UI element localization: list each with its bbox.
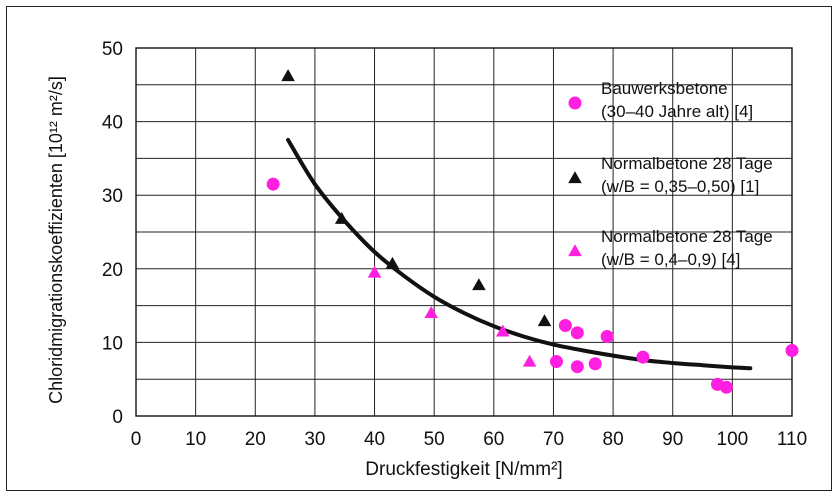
data-points bbox=[266, 69, 799, 394]
data-point-series-3 bbox=[522, 354, 537, 367]
data-point-series-2 bbox=[334, 211, 349, 224]
x-tick-label: 90 bbox=[662, 429, 683, 450]
data-point-series-1 bbox=[570, 326, 584, 340]
y-axis-label: Chloridmigrationskoeffizienten [10¹² m²/… bbox=[46, 76, 66, 404]
data-point-series-3 bbox=[424, 306, 438, 319]
data-point-series-1 bbox=[558, 318, 572, 332]
x-tick-label: 20 bbox=[245, 429, 266, 450]
legend-label: (w/B = 0,4–0,9) [4] bbox=[601, 250, 740, 269]
legend-label: (w/B = 0,35–0,50) [1] bbox=[601, 177, 759, 196]
y-tick-label: 40 bbox=[102, 113, 123, 134]
x-tick-label: 10 bbox=[185, 429, 206, 450]
x-tick-label: 40 bbox=[364, 429, 385, 450]
legend-marker-2 bbox=[568, 171, 582, 184]
legend-label: Normalbetone 28 Tage bbox=[601, 227, 773, 246]
legend-label: Bauwerksbetone bbox=[601, 79, 728, 98]
data-point-series-2 bbox=[472, 278, 486, 291]
x-tick-label: 30 bbox=[304, 429, 325, 450]
y-tick-label: 10 bbox=[102, 333, 123, 354]
y-tick-label: 0 bbox=[112, 407, 123, 428]
x-tick-label: 60 bbox=[483, 429, 504, 450]
data-point-series-2 bbox=[281, 69, 295, 82]
x-axis-label: Druckfestigkeit [N/mm²] bbox=[365, 459, 562, 480]
legend-marker-1 bbox=[568, 96, 582, 110]
x-tick-label: 110 bbox=[777, 429, 807, 450]
data-point-series-2 bbox=[537, 314, 552, 327]
y-tick-label: 20 bbox=[102, 260, 123, 281]
data-point-series-2 bbox=[385, 256, 400, 269]
legend-label: Normalbetone 28 Tage bbox=[601, 154, 773, 173]
trend-line bbox=[286, 138, 753, 371]
data-point-series-1 bbox=[549, 355, 563, 369]
legend-label: (30–40 Jahre alt) [4] bbox=[601, 102, 753, 121]
legend: Bauwerksbetone (30–40 Jahre alt) [4] Norma… bbox=[568, 79, 773, 269]
x-tick-label: 100 bbox=[717, 429, 749, 450]
data-point-series-1 bbox=[588, 357, 602, 371]
x-tick-label: 80 bbox=[603, 429, 624, 450]
x-tick-label: 70 bbox=[543, 429, 564, 450]
data-point-series-3 bbox=[495, 324, 510, 337]
data-point-series-1 bbox=[266, 177, 280, 191]
data-point-series-1 bbox=[570, 360, 584, 374]
data-point-series-1 bbox=[636, 350, 650, 364]
data-point-series-1 bbox=[719, 380, 733, 394]
y-tick-labels: 0 10 20 30 40 50 bbox=[102, 39, 123, 428]
x-tick-labels: 0 10 20 30 40 50 60 70 80 90 100 110 bbox=[131, 429, 807, 450]
data-point-series-3 bbox=[367, 265, 382, 278]
x-tick-label: 0 bbox=[131, 429, 142, 450]
grid bbox=[136, 48, 792, 416]
data-point-series-1 bbox=[785, 343, 799, 357]
legend-marker-3 bbox=[568, 244, 582, 257]
x-tick-label: 50 bbox=[424, 429, 445, 450]
y-tick-label: 50 bbox=[102, 39, 123, 60]
y-tick-label: 30 bbox=[102, 186, 123, 207]
data-point-series-1 bbox=[600, 330, 614, 344]
figure-frame bbox=[6, 6, 832, 491]
plot-area bbox=[135, 47, 793, 417]
